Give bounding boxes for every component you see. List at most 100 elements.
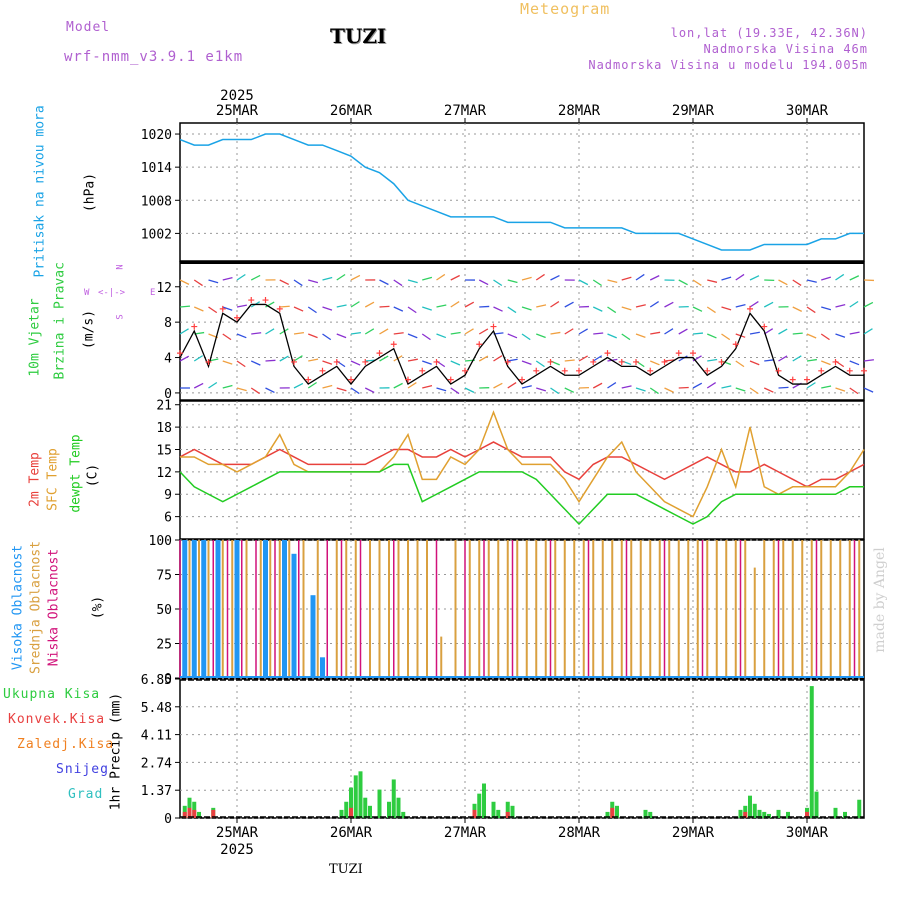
compass-east: E (150, 288, 156, 298)
low-cloud-bar (340, 540, 343, 678)
wind-arrow (193, 382, 204, 389)
temp-dewpt-line (179, 463, 864, 526)
date-label-top: 30MAR (786, 103, 829, 119)
wind-arrow (279, 279, 289, 286)
wind-arrow (721, 333, 731, 341)
wind-arrow (236, 360, 246, 368)
ytick-label-wind-1: 8 (164, 316, 172, 331)
total-precip-bar (368, 805, 372, 818)
low-cloud-bar (483, 540, 485, 678)
wind-arrow (778, 328, 788, 335)
mid-cloud-bar (858, 540, 861, 678)
mid-cloud-bar (525, 540, 528, 678)
wind-arrow (236, 304, 247, 308)
wind-arrow (379, 328, 389, 335)
mid-cloud-bar (715, 540, 718, 678)
wind-arrow (821, 276, 832, 281)
wind-gust-marker (348, 376, 354, 383)
wind-arrow (535, 360, 545, 368)
mid-cloud-bar (544, 540, 547, 678)
mid-cloud-bar (810, 540, 813, 678)
wind-arrow (863, 387, 874, 393)
wind-arrow (350, 331, 361, 335)
wind-arrow (678, 386, 689, 389)
wind-arrow (735, 304, 746, 308)
wind-gust-marker (504, 358, 511, 365)
wind-arrow (450, 301, 460, 308)
high-cloud-bar (191, 540, 197, 678)
conv-precip-bar (349, 807, 353, 818)
wind-gust-marker (447, 376, 454, 383)
wind-arrow (450, 331, 461, 335)
wind-arrow (707, 358, 718, 362)
wind-arrow (179, 305, 191, 308)
wind-arrow (222, 276, 233, 281)
wind-arrow (322, 276, 333, 281)
total-precip-bar (197, 811, 201, 818)
ytick-label-precip-1: 5.48 (141, 701, 172, 716)
mid-cloud-bar (221, 540, 224, 678)
total-precip-bar (482, 783, 486, 818)
wind-arrow (393, 382, 403, 389)
ytick-label-precip-0: 6.85 (141, 673, 172, 688)
low-cloud-bar (815, 540, 818, 678)
wind-gust-marker (761, 323, 768, 330)
wind-arrow (422, 276, 433, 281)
low-cloud-bar (625, 540, 628, 678)
model-name: wrf-nmm_v3.9.1 e1km (64, 49, 244, 65)
mid-cloud-bar (426, 540, 428, 678)
lonlat-text: lon,lat (19.33E, 42.36N) (670, 26, 868, 40)
wind-arrow (393, 332, 404, 335)
temp-sfc-line (180, 410, 865, 518)
low-cloud-bar (212, 540, 214, 678)
mid-cloud-bar (582, 540, 585, 678)
temp-2m-line (179, 441, 865, 488)
total-precip-bar (643, 809, 648, 818)
wind-arrow (735, 360, 745, 368)
wind-arrow (422, 360, 432, 365)
wind-arrow (493, 355, 503, 362)
mid-cloud-bar (601, 540, 604, 678)
wind-gust-marker (376, 350, 383, 357)
date-label-bottom: 27MAR (444, 825, 487, 841)
wind-arrow (222, 360, 233, 365)
wind-arrow (464, 387, 475, 393)
wind-arrow (436, 387, 447, 392)
wind-arrow (265, 387, 275, 394)
wind-arrow (692, 279, 702, 287)
wind-arrow (308, 333, 318, 339)
total-precip-bar (757, 809, 762, 818)
date-label-top: 27MAR (444, 103, 487, 119)
date-label-top: 28MAR (558, 103, 601, 119)
wind-arrow (507, 382, 517, 389)
wind-arrow (507, 279, 518, 284)
total-precip-bar (339, 809, 344, 818)
conv-precip-bar (610, 807, 615, 818)
wind-arrow (379, 279, 389, 286)
wind-gust-marker (390, 341, 397, 348)
ytick-label-pressure-1: 1014 (141, 161, 172, 176)
wind-arrow (820, 333, 830, 341)
wind-arrow (208, 279, 219, 284)
total-precip-bar (510, 805, 515, 818)
wind-arrow (592, 355, 603, 362)
footer-station: TUZI (329, 862, 363, 877)
wind-arrow (550, 331, 561, 335)
mid-cloud-bar (454, 540, 457, 678)
year-label-top: 2025 (220, 88, 254, 104)
low-cloud-bar (393, 540, 395, 678)
mid-cloud-bar (188, 540, 191, 678)
total-precip-bar (648, 811, 653, 818)
panel-frame-pressure (179, 122, 865, 262)
wind-gust-marker (547, 358, 554, 365)
wind-gust-marker (319, 367, 326, 374)
mid-cloud-bar (753, 567, 756, 678)
wind-arrow (265, 301, 275, 308)
altitude-text: Nadmorska Visina 46m (703, 42, 868, 56)
high-cloud-bar (291, 553, 297, 678)
date-label-bottom: 28MAR (558, 825, 601, 841)
high-cloud-bar (263, 540, 268, 678)
ytick-label-precip-4: 1.37 (141, 784, 172, 799)
wind-arrow (322, 360, 333, 365)
